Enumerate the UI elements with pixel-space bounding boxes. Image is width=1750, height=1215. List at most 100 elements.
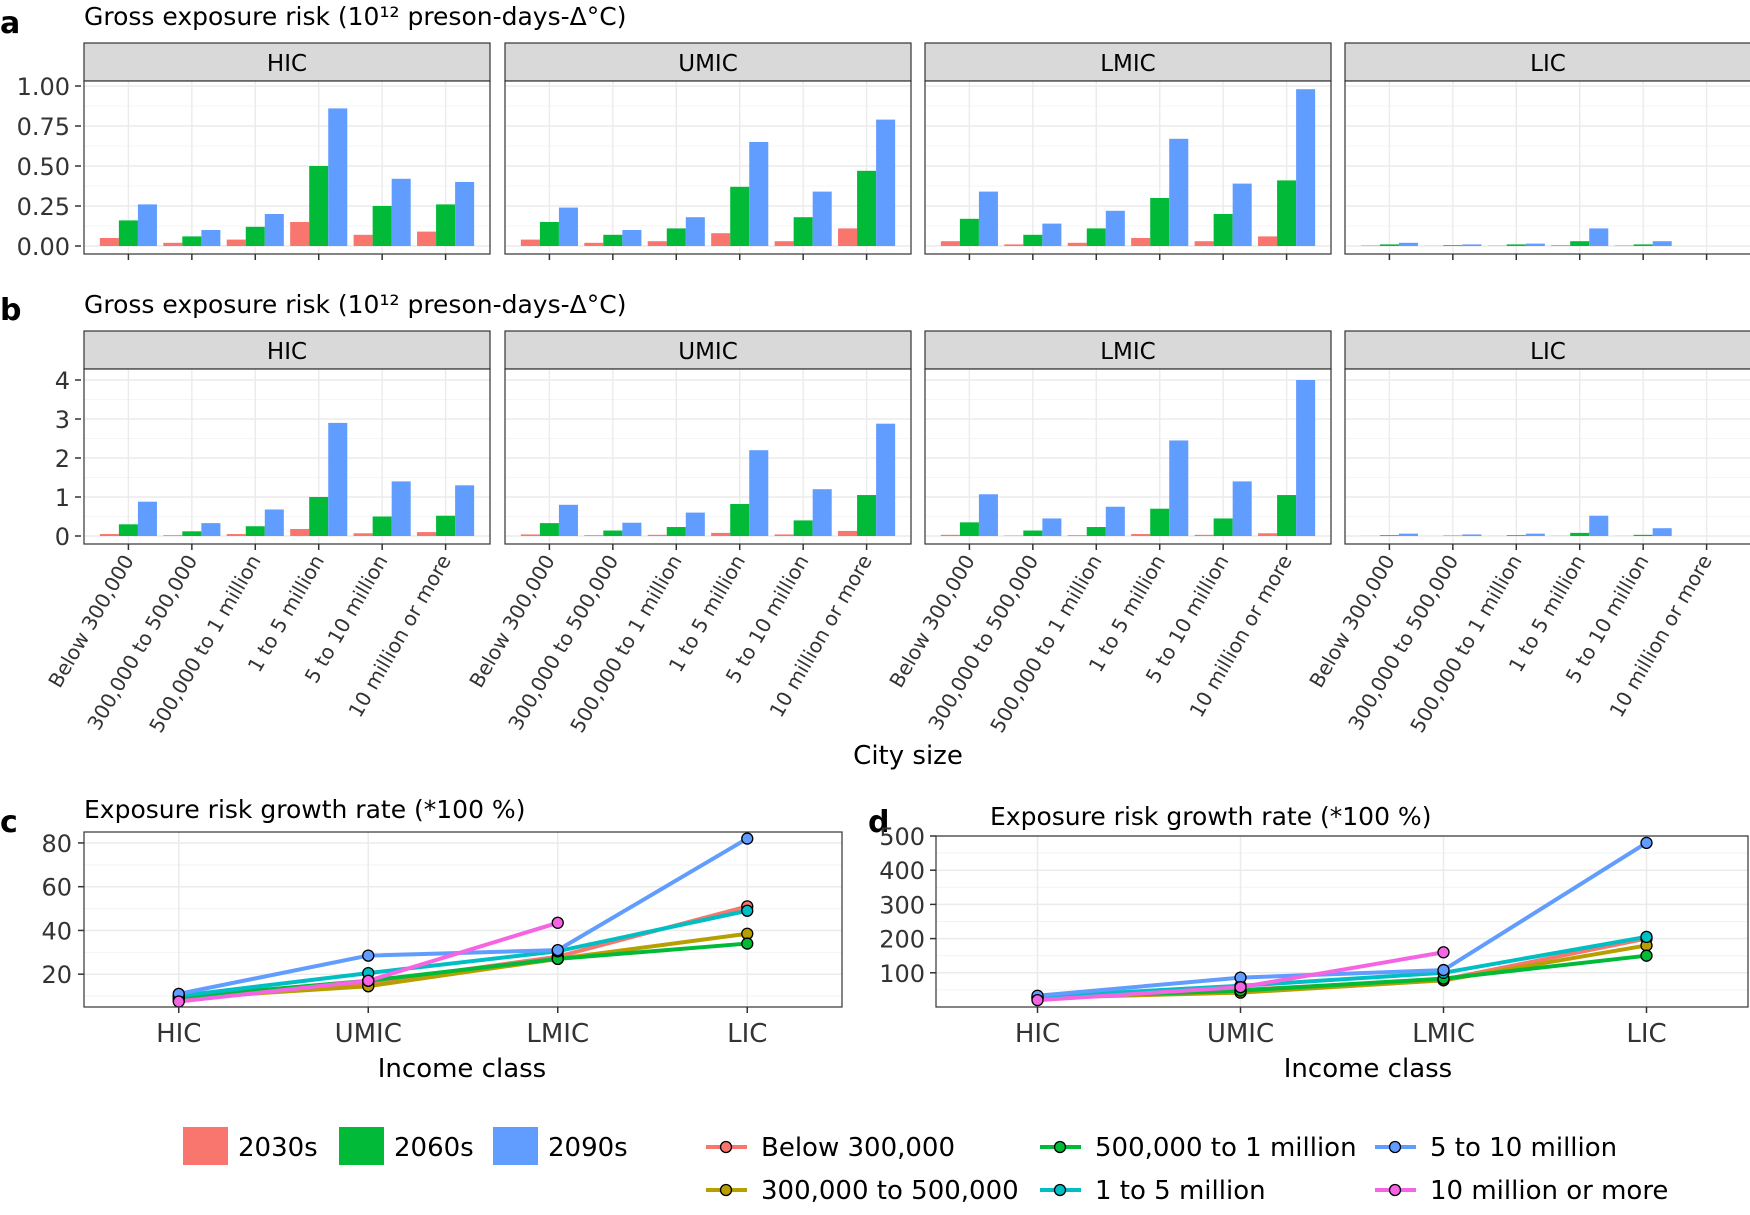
bar-2060s [436,204,455,246]
panel-d-xlabel: Income class [1284,1054,1452,1084]
y-tick-label: 100 [879,960,925,988]
bar-2090s [392,481,411,536]
bar-2060s [603,531,622,536]
bar-2060s [373,517,392,537]
y-tick-label: 20 [41,961,72,989]
panel-d-title: Exposure risk growth rate (*100 %) [990,802,1431,831]
bar-2060s [1150,509,1169,536]
legend-point-300,000 to 500,000 [721,1185,732,1196]
legend-swatch-2060s [339,1127,384,1165]
facet-label: LMIC [1100,51,1156,77]
bar-2060s [1443,245,1462,246]
x-category-label: 500,000 to 1 million [565,551,686,737]
bar-2030s [1068,535,1087,536]
bar-2030s [1068,243,1087,246]
y-tick-label: 200 [879,926,925,954]
bar-2030s [100,238,119,246]
bar-2030s [775,241,794,246]
bar-2090s [201,523,220,536]
bar-2030s [711,533,730,536]
bar-2090s [455,485,474,536]
legend-label: 300,000 to 500,000 [761,1176,1019,1206]
bar-2060s [1277,495,1296,536]
bar-2090s [328,423,347,536]
panel-a-letter: a [0,6,20,41]
data-point-10 million or more [1438,947,1449,958]
bar-2090s [813,192,832,246]
bar-2030s [163,243,182,246]
bar-2090s [1233,184,1252,246]
bar-2060s [1507,244,1526,246]
panel-a-title: Gross exposure risk (10¹² preson-days-Δ°… [84,2,626,31]
bar-2090s [876,424,895,536]
bar-2060s [1150,198,1169,246]
bar-2090s [876,120,895,246]
legend-point-Below 300,000 [721,1142,732,1153]
bar-2090s [1589,516,1608,536]
legend-label: 10 million or more [1430,1176,1668,1206]
x-category-label: UMIC [1207,1019,1274,1049]
data-point-10 million or more [552,917,563,928]
bar-2060s [960,219,979,246]
bar-2060s [182,236,201,246]
bar-2090s [1526,534,1545,536]
x-category-label: HIC [1015,1019,1060,1049]
bar-2060s [540,523,559,536]
bar-2090s [265,214,284,246]
facet-panel [1345,369,1750,544]
y-tick-label: 4 [55,367,70,395]
legend-label: 1 to 5 million [1095,1176,1266,1206]
bar-2030s [227,534,246,536]
y-tick-label: 500 [879,823,925,851]
bar-2090s [1296,380,1315,536]
panel-c-xlabel: Income class [378,1054,546,1084]
data-point-10 million or more [1032,995,1043,1006]
bar-2090s [1233,481,1252,536]
bar-2030s [227,240,246,246]
bar-2060s [540,222,559,246]
legend-point-10 million or more [1390,1185,1401,1196]
bar-2030s [1131,534,1150,536]
data-point-10 million or more [1235,982,1246,993]
bar-2060s [1023,235,1042,246]
bar-2090s [749,450,768,536]
legend-swatch-2030s [183,1127,228,1165]
data-point-5 to 10 million [552,945,563,956]
data-point-10 million or more [363,975,374,986]
bar-2030s [1258,236,1277,246]
bar-2060s [730,187,749,246]
bar-2060s [1214,518,1233,536]
x-category-label: LMIC [526,1019,589,1049]
bar-2030s [417,532,436,536]
x-category-label: LIC [1626,1019,1666,1049]
legend-label: Below 300,000 [761,1133,955,1163]
facet-label: LIC [1530,339,1566,365]
bar-2030s [711,233,730,246]
bar-2090s [1106,507,1125,536]
data-point-1 to 5 million [742,905,753,916]
bar-2090s [328,108,347,246]
legend-label: 2090s [548,1133,628,1163]
bar-2090s [1462,534,1481,536]
bar-2090s [1169,139,1188,246]
x-category-label: 300,000 to 500,000 [923,551,1043,735]
y-tick-label: 300 [879,891,925,919]
panel-b-letter: b [0,293,21,328]
y-tick-label: 0.00 [17,233,70,261]
facet-label: HIC [267,339,307,365]
x-category-label: HIC [156,1019,201,1049]
bar-2030s [1004,244,1023,246]
bar-2090s [392,179,411,246]
y-tick-label: 40 [41,917,72,945]
bar-2060s [119,220,138,246]
bar-2030s [1131,238,1150,246]
bar-2060s [730,504,749,536]
bar-2060s [182,531,201,536]
facet-panel [1345,81,1750,254]
plot-border [84,832,842,1007]
y-tick-label: 0.50 [17,153,70,181]
bar-2090s [749,142,768,246]
